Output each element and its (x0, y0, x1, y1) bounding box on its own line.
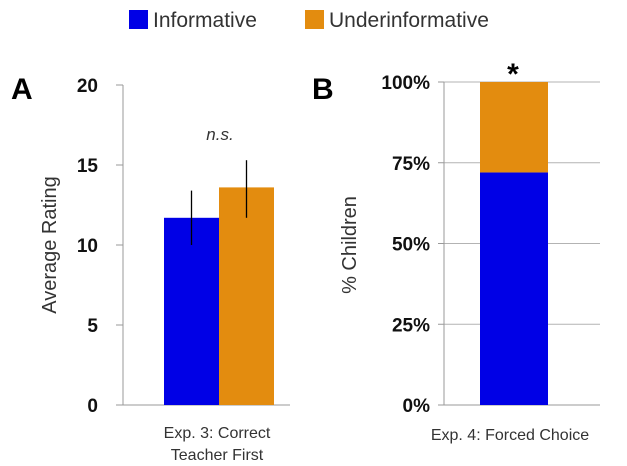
legend-label-underinformative: Underinformative (329, 9, 489, 32)
panel-b-bar-segment-informative (480, 172, 548, 405)
panel-a-chart: A Average Rating 0 5 10 15 20 n.s. Exp. 3: C… (11, 73, 290, 464)
panel-b-bar-segment-underinformative (480, 82, 548, 173)
panel-b-y-tick-label: 50% (392, 235, 430, 256)
panel-a-category-label-line2: Teacher First (171, 447, 264, 464)
legend-label-informative: Informative (153, 9, 257, 32)
panel-b-category-label: Exp. 4: Forced Choice (431, 427, 589, 444)
panel-a-y-tick-label: 0 (87, 396, 98, 417)
panel-a-y-tick-label: 5 (87, 316, 98, 337)
panel-a-bar-underinformative (219, 187, 274, 405)
panel-b-y-tick-label: 100% (381, 73, 430, 94)
panel-a-y-axis-label: Average Rating (39, 176, 61, 314)
panel-b-y-tick-label: 25% (392, 315, 430, 336)
panel-a-annotation-ns: n.s. (206, 125, 233, 144)
legend: Informative Underinformative (129, 9, 489, 32)
panel-a-category-label-line1: Exp. 3: Correct (164, 425, 271, 442)
panel-b-y-axis-label: % Children (339, 196, 361, 294)
panel-b-y-tick-label: 0% (403, 396, 431, 417)
panel-a-y-tick-label: 20 (77, 76, 98, 97)
panel-b-chart: B % Children 0% 25% 50% 75% 100% * Exp. 4: F… (312, 58, 600, 444)
panel-a-letter: A (11, 73, 33, 106)
panel-b-letter: B (312, 73, 334, 106)
panel-a-y-tick-label: 15 (77, 156, 99, 177)
panel-a-bar-informative (164, 217, 219, 405)
panel-a-y-tick-label: 10 (77, 236, 98, 257)
legend-swatch-informative (129, 10, 148, 29)
legend-swatch-underinformative (305, 10, 324, 29)
panel-b-annotation-star: * (507, 58, 519, 91)
panel-b-y-tick-label: 75% (392, 154, 430, 175)
